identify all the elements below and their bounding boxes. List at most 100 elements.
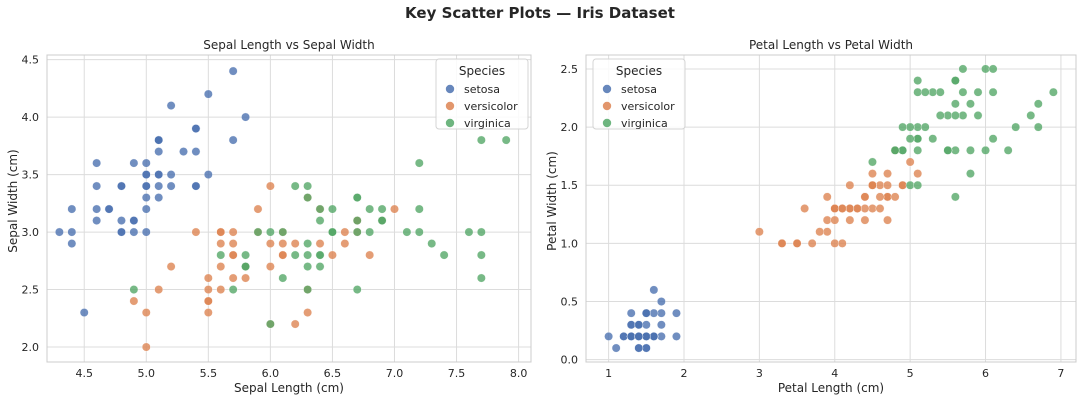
sepal-points <box>55 66 511 352</box>
virginica-point <box>476 227 486 237</box>
versicolor-point <box>868 180 877 190</box>
setosa-point <box>117 227 126 237</box>
versicolor-point <box>278 250 288 260</box>
setosa-point <box>79 308 89 317</box>
virginica-point <box>414 227 424 237</box>
setosa-point <box>154 170 164 179</box>
setosa-point <box>191 124 201 133</box>
virginica-point <box>315 204 325 214</box>
petal-legend-title: Species <box>616 64 662 78</box>
virginica-point <box>950 145 960 155</box>
versicolor-point <box>315 239 325 248</box>
setosa-point <box>641 308 651 318</box>
setosa-point <box>672 308 681 318</box>
virginica-point <box>377 204 387 214</box>
setosa-point <box>179 147 188 156</box>
versicolor-point <box>883 180 892 190</box>
virginica-point <box>973 111 983 120</box>
versicolor-point <box>883 192 892 202</box>
virginica-point <box>476 250 486 260</box>
versicolor-point <box>265 181 275 191</box>
virginica-point <box>981 145 990 155</box>
virginica-point <box>935 87 945 97</box>
virginica-point <box>303 181 313 191</box>
versicolor-point <box>754 227 764 237</box>
sepal-legend-marker-versicolor <box>445 101 455 111</box>
versicolor-point <box>883 215 892 225</box>
setosa-point <box>241 112 250 122</box>
sepal-x-tick-label: 4.5 <box>75 367 93 380</box>
versicolor-point <box>875 192 885 202</box>
setosa-point <box>656 332 666 341</box>
virginica-point <box>303 262 313 271</box>
versicolor-point <box>860 192 870 202</box>
virginica-point <box>950 192 960 202</box>
sepal-legend-box <box>435 58 529 130</box>
setosa-point <box>92 216 102 225</box>
sepal-x-tick-label: 7.0 <box>386 367 404 380</box>
versicolor-point <box>203 296 213 306</box>
setosa-point <box>634 332 644 341</box>
setosa-point <box>67 227 77 237</box>
virginica-point <box>290 181 300 191</box>
petal-y-axis-label: Petal Width (cm) <box>545 151 559 251</box>
virginica-point <box>935 111 945 120</box>
sepal-x-tick-label: 6.5 <box>324 367 342 380</box>
virginica-point <box>427 239 437 248</box>
petal-legend: Species setosa versicolor virginica <box>592 58 686 130</box>
versicolor-point <box>265 239 275 248</box>
virginica-point <box>352 216 362 225</box>
petal-y-tick-label: 0.5 <box>561 296 579 309</box>
setosa-point <box>619 332 629 341</box>
versicolor-point <box>777 238 787 248</box>
versicolor-point <box>191 227 201 237</box>
setosa-point <box>228 66 238 76</box>
setosa-point <box>672 332 681 341</box>
virginica-point <box>950 76 960 85</box>
sepal-panel-title: Sepal Length vs Sepal Width <box>203 38 374 52</box>
sepal-y-tick-label: 3.5 <box>22 169 40 182</box>
virginica-point <box>966 99 975 109</box>
virginica-point <box>328 227 337 237</box>
virginica-point <box>303 285 313 294</box>
versicolor-point <box>290 239 300 248</box>
virginica-point <box>414 158 424 168</box>
virginica-point <box>868 157 877 167</box>
virginica-point <box>958 64 968 74</box>
versicolor-point <box>365 250 375 260</box>
versicolor-point <box>830 204 840 213</box>
versicolor-point <box>203 308 213 317</box>
setosa-point <box>154 193 164 202</box>
virginica-point <box>241 250 250 260</box>
petal-x-ticks: 1 2 3 4 5 6 7 <box>605 367 1064 380</box>
virginica-point <box>253 227 263 237</box>
setosa-point <box>166 101 176 110</box>
sepal-scatter-panel: Sepal Length vs Sepal Width 4.5 5.0 5.5 6.0… <box>6 38 532 395</box>
virginica-point <box>303 239 313 248</box>
sepal-x-tick-label: 8.0 <box>510 367 528 380</box>
petal-points <box>604 64 1058 353</box>
setosa-point <box>626 308 636 318</box>
setosa-point <box>191 147 201 156</box>
sepal-y-axis-label: Sepal Width (cm) <box>6 149 20 252</box>
setosa-point <box>166 181 176 191</box>
virginica-point <box>905 134 915 144</box>
versicolor-point <box>845 180 855 190</box>
setosa-point <box>92 158 102 168</box>
virginica-point <box>958 87 968 97</box>
virginica-point <box>278 227 288 237</box>
versicolor-point <box>822 215 832 225</box>
petal-y-tick-label: 2.0 <box>561 121 579 134</box>
versicolor-point <box>166 262 176 271</box>
virginica-point <box>981 64 990 74</box>
versicolor-point <box>913 169 923 179</box>
setosa-point <box>611 343 621 353</box>
petal-x-tick-label: 2 <box>681 367 688 380</box>
virginica-point <box>958 111 968 120</box>
versicolor-point <box>390 204 399 214</box>
petal-y-ticks: 0.0 0.5 1.0 1.5 2.0 2.5 <box>561 63 579 367</box>
petal-y-tick-label: 0.0 <box>561 354 579 367</box>
versicolor-point <box>837 204 847 213</box>
